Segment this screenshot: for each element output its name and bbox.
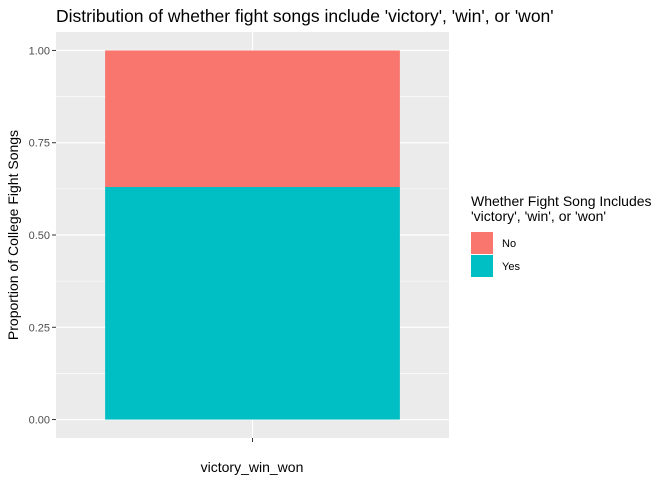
y-tick-label: 0.50	[29, 230, 50, 242]
legend: Whether Fight Song Includes 'victory', '…	[471, 193, 652, 277]
bars	[105, 50, 400, 420]
legend-label-no: No	[502, 238, 516, 250]
legend-key-yes	[471, 255, 493, 277]
bar-segment-yes	[105, 187, 400, 420]
chart-title: Distribution of whether fight songs incl…	[56, 6, 554, 26]
bar-segment-no	[105, 50, 400, 188]
legend-title-line-1: Whether Fight Song Includes	[471, 193, 652, 209]
y-axis: 0.00 0.25 0.50 0.75 1.00	[29, 45, 56, 427]
x-axis-title: victory_win_won	[201, 459, 304, 475]
legend-key-no	[471, 232, 493, 254]
legend-label-yes: Yes	[502, 261, 520, 273]
y-tick-label: 0.00	[29, 415, 50, 427]
legend-title-line-2: 'victory', 'win', or 'won'	[471, 208, 606, 224]
y-tick-label: 0.25	[29, 322, 50, 334]
y-tick-label: 1.00	[29, 45, 50, 57]
y-axis-title: Proportion of College Fight Songs	[5, 130, 21, 340]
y-tick-label: 0.75	[29, 138, 50, 150]
